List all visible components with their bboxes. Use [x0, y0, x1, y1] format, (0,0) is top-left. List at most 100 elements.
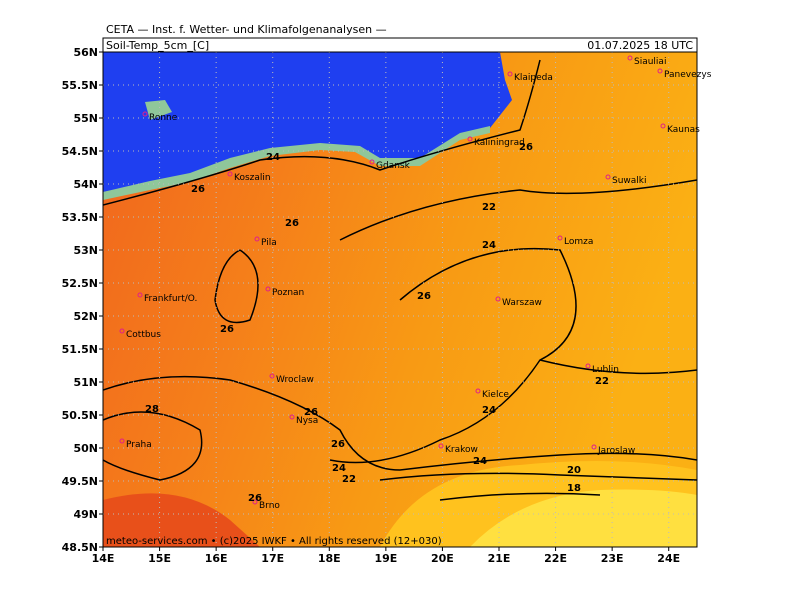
lon-tick-label: 20E: [431, 552, 454, 565]
contour-label: 24: [482, 405, 496, 416]
city-label: Krakow: [445, 445, 478, 455]
footer: meteo-services.com • (c)2025 IWKF • All …: [106, 536, 442, 547]
city-marker: [507, 71, 513, 77]
contours: [103, 59, 697, 501]
city-marker: [495, 296, 501, 302]
city-label: Pila: [261, 238, 277, 248]
contour-label: 26: [285, 218, 299, 229]
lat-tick-label: 49.5N: [62, 475, 98, 488]
city-marker: [438, 443, 444, 449]
lat-tick-label: 51.5N: [62, 343, 98, 356]
lat-tick-label: 48.5N: [62, 541, 98, 554]
city-marker: [254, 236, 260, 242]
contour-label: 22: [342, 474, 356, 485]
valid-time: 01.07.2025 18 UTC: [587, 39, 693, 52]
city-label: Kaunas: [667, 125, 700, 135]
city-label: Brno: [259, 501, 280, 511]
city-label: Poznan: [272, 288, 304, 298]
city-label: Panevezys: [664, 70, 712, 80]
city-marker: [137, 292, 143, 298]
city-label: Lomza: [564, 237, 593, 247]
city-marker: [557, 235, 563, 241]
city-label: Kielce: [482, 390, 509, 400]
lat-tick-label: 53N: [73, 244, 98, 257]
city-label: Wroclaw: [276, 375, 314, 385]
contour-label: 26: [519, 142, 533, 153]
lon-tick-label: 16E: [205, 552, 228, 565]
city-label: Ronne: [149, 113, 178, 123]
contour-label: 24: [482, 240, 496, 251]
lat-tick-label: 50.5N: [62, 409, 98, 422]
city-label: Suwalki: [612, 176, 647, 186]
contour-label: 24: [332, 463, 346, 474]
contour-label: 26: [220, 324, 234, 335]
city-marker: [142, 111, 148, 117]
lat-tick-label: 54.5N: [62, 145, 98, 158]
coast-strip: [103, 126, 490, 200]
contour-label: 22: [482, 202, 496, 213]
contour-label: 26: [248, 493, 262, 504]
city-marker: [585, 363, 591, 369]
cool-zone-inner: [470, 489, 697, 547]
lon-tick-label: 24E: [657, 552, 680, 565]
contour-label: 24: [473, 456, 487, 467]
lon-tick-label: 14E: [92, 552, 115, 565]
warm-zone: [103, 493, 260, 547]
contour-label: 26: [331, 439, 345, 450]
city-label: Praha: [126, 440, 152, 450]
city-label: Kaliningrad: [474, 138, 525, 148]
city-marker: [119, 328, 125, 334]
contour-label: 18: [567, 483, 581, 494]
lat-tick-label: 56N: [73, 46, 98, 59]
city-label: Jaroslaw: [597, 446, 635, 456]
lat-tick-label: 53.5N: [62, 211, 98, 224]
city-marker: [467, 136, 473, 142]
institute-title: CETA — Inst. f. Wetter- und Klimafolgena…: [106, 23, 387, 36]
city-marker: [252, 499, 258, 505]
lat-tick-label: 52.5N: [62, 277, 98, 290]
contour-label: 22: [595, 376, 609, 387]
city-marker: [657, 68, 663, 74]
lat-tick-label: 54N: [73, 178, 98, 191]
city-marker: [119, 438, 125, 444]
city-label: Siauliai: [634, 57, 666, 67]
contour-label: 26: [191, 184, 205, 195]
contour-label: 20: [567, 465, 581, 476]
city-label: Warszaw: [502, 298, 542, 308]
city-marker: [269, 373, 275, 379]
lon-tick-label: 21E: [488, 552, 511, 565]
city-label: Cottbus: [126, 330, 161, 340]
lat-tick-label: 55N: [73, 112, 98, 125]
lon-tick-label: 22E: [544, 552, 567, 565]
lat-tick-label: 49N: [73, 508, 98, 521]
city-marker: [660, 123, 666, 129]
city-marker: [265, 286, 271, 292]
plot-frame: [102, 51, 698, 548]
city-marker: [605, 174, 611, 180]
city-label: Lublin: [592, 365, 619, 375]
contour-label: 28: [145, 404, 159, 415]
city-label: Gdansk: [376, 161, 411, 171]
lat-tick-label: 52N: [73, 310, 98, 323]
city-marker: [227, 171, 233, 177]
contour-label: 24: [266, 152, 280, 163]
lon-tick-label: 15E: [148, 552, 171, 565]
lon-tick-label: 23E: [601, 552, 624, 565]
lat-tick-label: 51N: [73, 376, 98, 389]
lon-tick-label: 17E: [261, 552, 284, 565]
contour-label: 26: [417, 291, 431, 302]
island: [145, 100, 172, 120]
lon-tick-label: 18E: [318, 552, 341, 565]
sea: [103, 52, 512, 192]
city-marker: [289, 414, 295, 420]
city-label: Frankfurt/O.: [144, 294, 197, 304]
city-marker: [591, 444, 597, 450]
lat-tick-label: 50N: [73, 442, 98, 455]
city-marker: [627, 55, 633, 61]
city-label: Nysa: [296, 416, 318, 426]
contour-label: 26: [304, 407, 318, 418]
lat-tick-label: 55.5N: [62, 79, 98, 92]
parameter-label: Soil-Temp_5cm_[C]: [106, 39, 209, 52]
lon-tick-label: 19E: [374, 552, 397, 565]
